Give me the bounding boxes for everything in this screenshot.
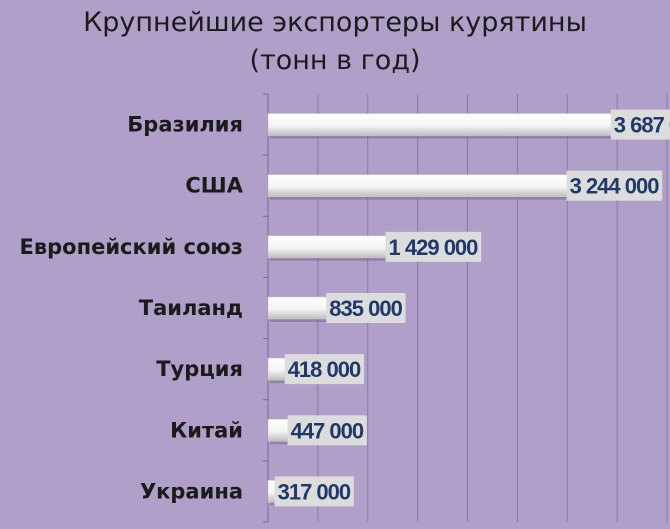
category-label: Китай [170, 418, 243, 442]
data-label: 418 000 [288, 357, 361, 382]
data-label: 1 429 000 [389, 235, 479, 260]
data-label-box [326, 293, 406, 323]
chart-title: Крупнейшие экспортеры курятины (тонн в г… [0, 4, 670, 80]
category-label: США [185, 174, 243, 198]
category-label: Таиланд [139, 296, 243, 320]
data-label: 3 244 000 [570, 174, 660, 199]
data-label-box [610, 109, 670, 140]
chart-title-line-2: (тонн в год) [249, 45, 421, 76]
data-label: 317 000 [278, 479, 351, 504]
labels: Бразилия 3 687 000 США 3 244 000 Европейский… [20, 109, 670, 507]
bar [267, 113, 637, 136]
category-label: Украина [140, 479, 243, 503]
category-label: Европейский союз [20, 235, 244, 259]
data-label-box [284, 354, 364, 385]
data-label: 3 687 000 [614, 113, 670, 138]
bar [267, 174, 592, 197]
data-label-box [385, 231, 482, 262]
data-label-box [287, 415, 367, 446]
grid-lines [263, 93, 668, 523]
data-label-box [274, 476, 354, 507]
category-label: Турция [156, 357, 243, 381]
chart-title-line-1: Крупнейшие экспортеры курятины [83, 7, 587, 38]
data-label-box [566, 170, 663, 201]
data-label: 447 000 [291, 418, 364, 443]
data-label: 835 000 [329, 296, 402, 321]
category-label: Бразилия [127, 113, 243, 137]
